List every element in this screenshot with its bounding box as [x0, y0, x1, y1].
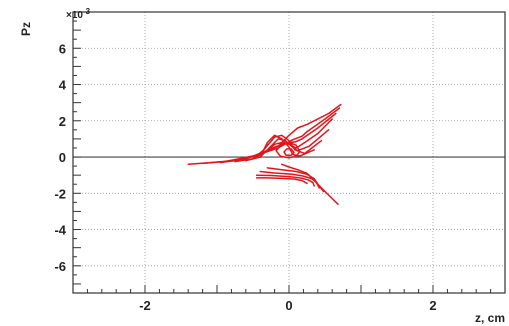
series-line [283, 148, 295, 156]
y-tick-label: -4 [54, 223, 66, 238]
y-tick-label: -6 [54, 259, 66, 274]
series-line [245, 129, 330, 162]
y-tick-label: 0 [59, 150, 66, 165]
y-tick-label: -2 [54, 186, 66, 201]
y-tick-label: 2 [59, 114, 66, 129]
series-line [259, 170, 320, 189]
series-group [187, 103, 342, 205]
y-tick-label: 6 [59, 41, 66, 56]
ticks [72, 20, 506, 293]
grid [73, 12, 505, 293]
y-multiplier-label: ×10-3 [66, 7, 91, 21]
tick-labels: -2 0 2 -6 -4 -2 0 2 4 6 [54, 41, 436, 313]
series-line [275, 141, 301, 159]
series-line [255, 177, 308, 185]
x-tick-label: -2 [139, 298, 151, 313]
x-tick-label: 2 [429, 298, 436, 313]
x-axis-label: z, cm [475, 311, 505, 325]
series-line [266, 167, 325, 193]
series-line [255, 174, 315, 187]
y-tick-label: 4 [59, 78, 67, 93]
y-multiplier-exponent: -3 [83, 7, 91, 16]
x-tick-label: 0 [285, 298, 292, 313]
y-axis-label: Pz [19, 22, 33, 36]
series-line [187, 103, 342, 166]
series-line [201, 107, 341, 165]
